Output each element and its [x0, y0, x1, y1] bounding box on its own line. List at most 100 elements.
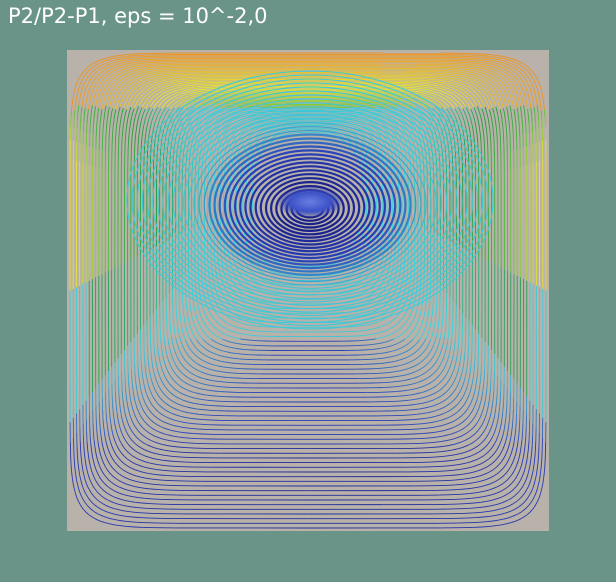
wall-streamline-segment — [197, 369, 202, 373]
wall-streamline-segment — [135, 491, 142, 494]
wall-streamline-segment — [121, 85, 125, 89]
wall-streamline-segment — [524, 436, 527, 445]
wall-streamline-segment — [378, 362, 385, 365]
wall-streamline-segment — [474, 77, 478, 80]
wall-streamline-segment — [161, 350, 164, 356]
wall-streamline-segment — [507, 516, 513, 519]
wall-streamline-segment — [485, 87, 489, 92]
wall-streamline-segment — [107, 111, 109, 118]
wall-streamline-segment — [430, 318, 433, 324]
wall-streamline-segment — [203, 322, 207, 326]
wall-streamline-segment — [468, 67, 474, 70]
wall-streamline-segment — [489, 438, 492, 443]
wall-streamline-segment — [182, 85, 188, 88]
wall-streamline-segment — [171, 429, 177, 432]
wall-streamline-segment — [501, 62, 506, 65]
wall-streamline-segment — [222, 332, 226, 335]
wall-streamline-segment — [173, 371, 177, 375]
wall-streamline-segment — [171, 133, 174, 138]
wall-streamline-segment — [473, 89, 477, 93]
wall-streamline-segment — [199, 387, 204, 390]
wall-streamline-segment — [116, 471, 120, 475]
wall-streamline-segment — [147, 63, 156, 65]
wall-streamline-segment — [111, 474, 115, 478]
wall-streamline-segment — [120, 81, 124, 85]
wall-streamline-segment — [148, 76, 154, 79]
wall-streamline-segment — [111, 446, 114, 450]
wall-streamline-segment — [151, 393, 154, 398]
wall-streamline-segment — [443, 124, 446, 129]
wall-streamline-segment — [376, 107, 382, 109]
wall-streamline-segment — [141, 76, 146, 79]
wall-streamline-segment — [524, 478, 527, 483]
wall-streamline-segment — [492, 59, 498, 62]
wall-streamline-segment — [463, 351, 466, 359]
wall-streamline-segment — [460, 353, 462, 360]
wall-streamline-segment — [133, 396, 136, 402]
wall-streamline-segment — [516, 472, 520, 477]
wall-streamline-segment — [157, 85, 161, 89]
wall-streamline-segment — [445, 422, 450, 425]
wall-streamline-segment — [181, 431, 188, 434]
wall-streamline-segment — [125, 430, 129, 435]
wall-streamline-segment — [196, 114, 200, 118]
wall-streamline-segment — [191, 101, 195, 104]
wall-streamline-segment — [405, 113, 409, 117]
wall-streamline-segment — [458, 90, 462, 93]
wall-streamline-segment — [464, 81, 469, 84]
wall-streamline-segment — [142, 434, 146, 438]
wall-streamline-segment — [84, 491, 87, 495]
plot-area[interactable] — [67, 50, 549, 531]
wall-streamline-segment — [118, 458, 122, 462]
wall-streamline-segment — [481, 89, 485, 93]
wall-streamline-segment — [210, 313, 213, 317]
wall-streamline-segment — [451, 355, 454, 360]
wall-streamline-segment — [114, 78, 118, 82]
wall-streamline-segment — [135, 128, 137, 135]
wall-streamline-segment — [495, 90, 499, 94]
wall-streamline-segment — [422, 447, 431, 449]
wall-streamline-segment — [530, 82, 534, 87]
wall-streamline-segment — [466, 60, 475, 63]
wall-streamline-segment — [108, 450, 111, 455]
wall-streamline-segment — [522, 456, 525, 462]
wall-streamline-segment — [523, 450, 525, 457]
wall-streamline-segment — [458, 377, 462, 382]
wall-streamline-segment — [109, 494, 114, 497]
wall-streamline-segment — [447, 118, 451, 122]
wall-streamline-segment — [170, 354, 173, 359]
wall-streamline-segment — [89, 436, 92, 445]
wall-streamline-segment — [443, 354, 446, 359]
wall-streamline-segment — [175, 75, 183, 78]
wall-streamline-segment — [537, 454, 540, 463]
wall-streamline-segment — [183, 374, 187, 377]
wall-streamline-segment — [135, 101, 138, 106]
wall-streamline-segment — [452, 379, 456, 384]
wall-streamline-segment — [366, 353, 374, 356]
wall-streamline-segment — [156, 88, 161, 92]
wall-streamline-segment — [75, 93, 78, 99]
wall-streamline-segment — [491, 435, 494, 440]
wall-streamline-segment — [463, 357, 465, 364]
wall-streamline-segment — [139, 432, 143, 436]
wall-streamline-segment — [214, 103, 219, 106]
wall-streamline-segment — [187, 432, 195, 435]
wall-streamline-segment — [115, 70, 120, 74]
wall-streamline-segment — [395, 100, 401, 103]
wall-streamline-segment — [503, 90, 507, 95]
wall-streamline-segment — [184, 427, 191, 429]
wall-streamline-segment — [153, 473, 161, 476]
wall-streamline-segment — [536, 105, 539, 112]
wall-streamline-segment — [498, 452, 502, 457]
wall-streamline-segment — [511, 447, 514, 452]
wall-streamline-segment — [436, 383, 440, 387]
wall-streamline-segment — [498, 96, 502, 101]
wall-streamline-segment — [208, 117, 212, 120]
wall-streamline-segment — [124, 100, 127, 105]
wall-streamline-segment — [425, 93, 431, 96]
wall-streamline-segment — [206, 384, 212, 387]
wall-streamline-segment — [439, 111, 443, 115]
wall-streamline-segment — [176, 341, 179, 346]
wall-streamline-segment — [153, 121, 156, 126]
wall-streamline-segment — [83, 509, 87, 513]
